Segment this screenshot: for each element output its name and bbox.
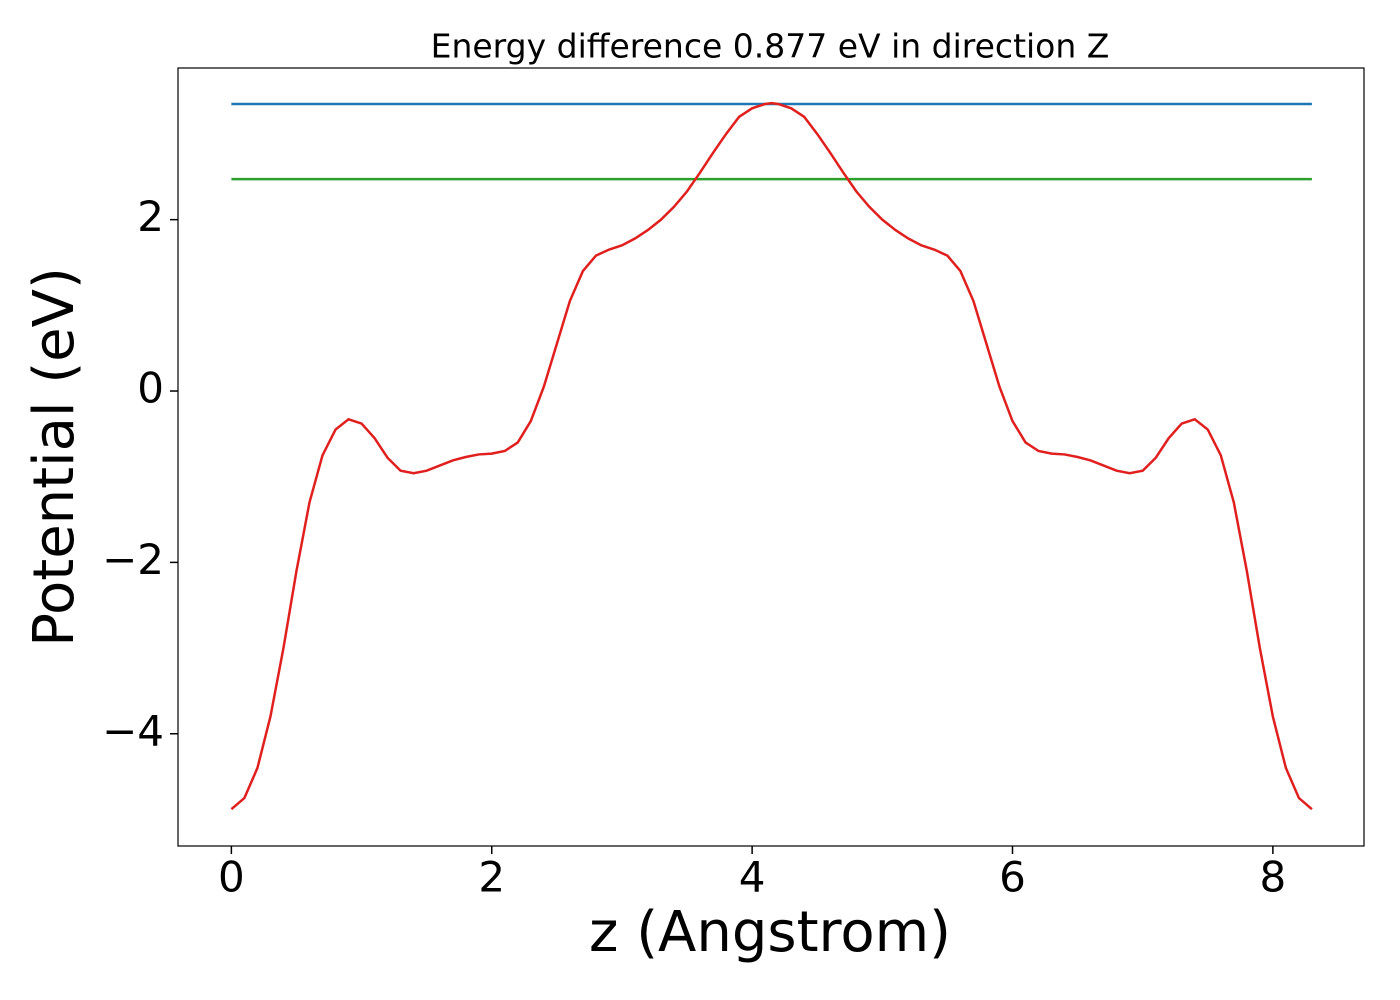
x-axis-label: z (Angstrom) <box>589 900 951 965</box>
plot-frame <box>177 67 1365 847</box>
data-line <box>230 101 1313 811</box>
x-tick-label: 0 <box>218 853 245 902</box>
x-tick-label: 8 <box>1260 853 1287 902</box>
y-tick-label: −4 <box>102 706 164 755</box>
x-tick-label: 4 <box>739 853 766 902</box>
x-tick-label: 6 <box>999 853 1026 902</box>
x-tick-label: 2 <box>478 853 505 902</box>
y-tick-label: −2 <box>102 535 164 584</box>
y-tick-label: 0 <box>137 364 164 413</box>
y-axis-label: Potential (eV) <box>22 267 87 647</box>
chart-title: Energy difference 0.877 eV in direction … <box>431 27 1110 66</box>
y-tick-label: 2 <box>137 192 164 241</box>
